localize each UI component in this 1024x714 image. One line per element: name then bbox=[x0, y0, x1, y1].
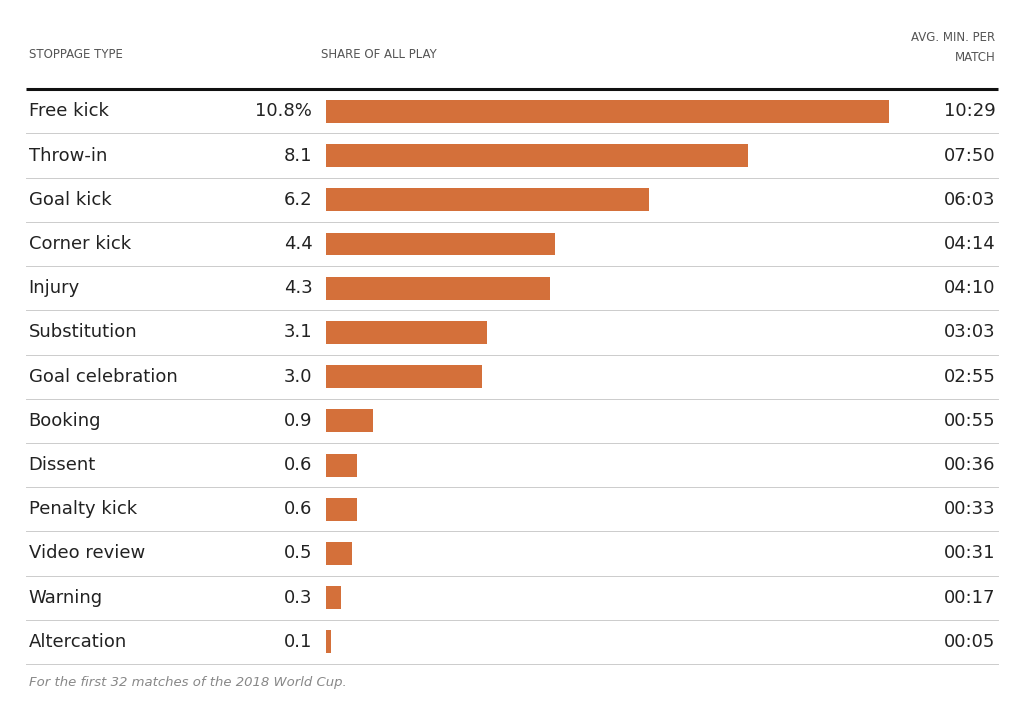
Text: Goal celebration: Goal celebration bbox=[29, 368, 177, 386]
Bar bbox=[326, 586, 341, 609]
Text: 8.1: 8.1 bbox=[284, 146, 312, 164]
Text: 00:33: 00:33 bbox=[944, 501, 995, 518]
Bar bbox=[326, 188, 649, 211]
Bar bbox=[326, 144, 748, 167]
Text: Goal kick: Goal kick bbox=[29, 191, 112, 208]
Text: 10:29: 10:29 bbox=[943, 102, 995, 121]
Text: 00:31: 00:31 bbox=[944, 545, 995, 563]
Text: Substitution: Substitution bbox=[29, 323, 137, 341]
Text: Warning: Warning bbox=[29, 589, 102, 607]
Bar bbox=[326, 233, 555, 256]
Text: STOPPAGE TYPE: STOPPAGE TYPE bbox=[29, 48, 123, 61]
Text: 6.2: 6.2 bbox=[284, 191, 312, 208]
Text: 03:03: 03:03 bbox=[944, 323, 995, 341]
Bar bbox=[326, 321, 487, 344]
Text: For the first 32 matches of the 2018 World Cup.: For the first 32 matches of the 2018 Wor… bbox=[29, 676, 346, 689]
Text: Altercation: Altercation bbox=[29, 633, 127, 651]
Text: 4.3: 4.3 bbox=[284, 279, 312, 297]
Text: Video review: Video review bbox=[29, 545, 145, 563]
Text: Penalty kick: Penalty kick bbox=[29, 501, 137, 518]
Text: Dissent: Dissent bbox=[29, 456, 96, 474]
Text: 0.6: 0.6 bbox=[284, 501, 312, 518]
Text: Throw-in: Throw-in bbox=[29, 146, 108, 164]
Text: Free kick: Free kick bbox=[29, 102, 109, 121]
Text: 06:03: 06:03 bbox=[944, 191, 995, 208]
Bar bbox=[326, 453, 357, 476]
Text: 0.9: 0.9 bbox=[284, 412, 312, 430]
Text: 00:36: 00:36 bbox=[944, 456, 995, 474]
Bar bbox=[326, 100, 889, 123]
Text: Booking: Booking bbox=[29, 412, 101, 430]
Text: Injury: Injury bbox=[29, 279, 80, 297]
Text: 07:50: 07:50 bbox=[944, 146, 995, 164]
Text: 0.3: 0.3 bbox=[284, 589, 312, 607]
Bar bbox=[326, 498, 357, 521]
Text: 04:14: 04:14 bbox=[943, 235, 995, 253]
Text: 04:10: 04:10 bbox=[944, 279, 995, 297]
Text: 02:55: 02:55 bbox=[943, 368, 995, 386]
Bar bbox=[326, 365, 482, 388]
Text: 0.1: 0.1 bbox=[284, 633, 312, 651]
Bar bbox=[326, 542, 351, 565]
Text: MATCH: MATCH bbox=[954, 51, 995, 64]
Text: 00:05: 00:05 bbox=[944, 633, 995, 651]
Bar bbox=[326, 409, 373, 433]
Text: 00:55: 00:55 bbox=[944, 412, 995, 430]
Text: AVG. MIN. PER: AVG. MIN. PER bbox=[911, 31, 995, 44]
Text: 00:17: 00:17 bbox=[944, 589, 995, 607]
Text: 3.0: 3.0 bbox=[284, 368, 312, 386]
Bar bbox=[326, 277, 550, 300]
Text: 3.1: 3.1 bbox=[284, 323, 312, 341]
Text: 0.6: 0.6 bbox=[284, 456, 312, 474]
Text: 10.8%: 10.8% bbox=[255, 102, 312, 121]
Bar bbox=[326, 630, 331, 653]
Text: Corner kick: Corner kick bbox=[29, 235, 131, 253]
Text: 0.5: 0.5 bbox=[284, 545, 312, 563]
Text: 4.4: 4.4 bbox=[284, 235, 312, 253]
Text: SHARE OF ALL PLAY: SHARE OF ALL PLAY bbox=[321, 48, 436, 61]
